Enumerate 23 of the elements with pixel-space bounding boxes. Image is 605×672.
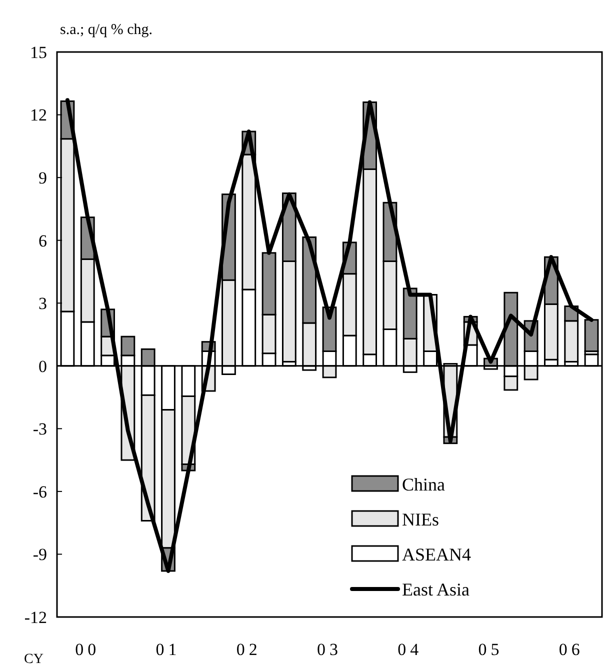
y-tick-label: 6: [38, 231, 47, 250]
y-tick-label: -3: [32, 420, 47, 439]
x-tick-label: 00: [75, 640, 100, 659]
x-tick-label: 05: [478, 640, 504, 659]
y-tick-label: 0: [38, 356, 47, 376]
y-tick-label: 9: [38, 168, 47, 188]
x-tick-label: 03: [317, 640, 342, 659]
x-axis-title: CY: [24, 652, 44, 667]
y-axis-title: s.a.; q/q % chg.: [60, 22, 152, 38]
y-tick-label: -12: [24, 608, 47, 627]
x-tick-label: 01: [156, 640, 181, 659]
x-tick-label: 04: [398, 640, 423, 659]
y-tick-label: 12: [30, 106, 47, 125]
x-tick-label: 06: [558, 640, 584, 659]
legend-label: China: [402, 474, 446, 494]
y-tick-label: -6: [32, 482, 47, 502]
x-tick-label: 02: [236, 640, 262, 659]
legend-label: NIEs: [402, 509, 439, 530]
y-tick-label: 3: [38, 294, 47, 314]
legend-label: ASEAN4: [402, 544, 472, 564]
legend-label: East Asia: [402, 579, 470, 600]
y-tick-label: 15: [30, 42, 47, 62]
y-tick-label: -9: [32, 545, 47, 564]
